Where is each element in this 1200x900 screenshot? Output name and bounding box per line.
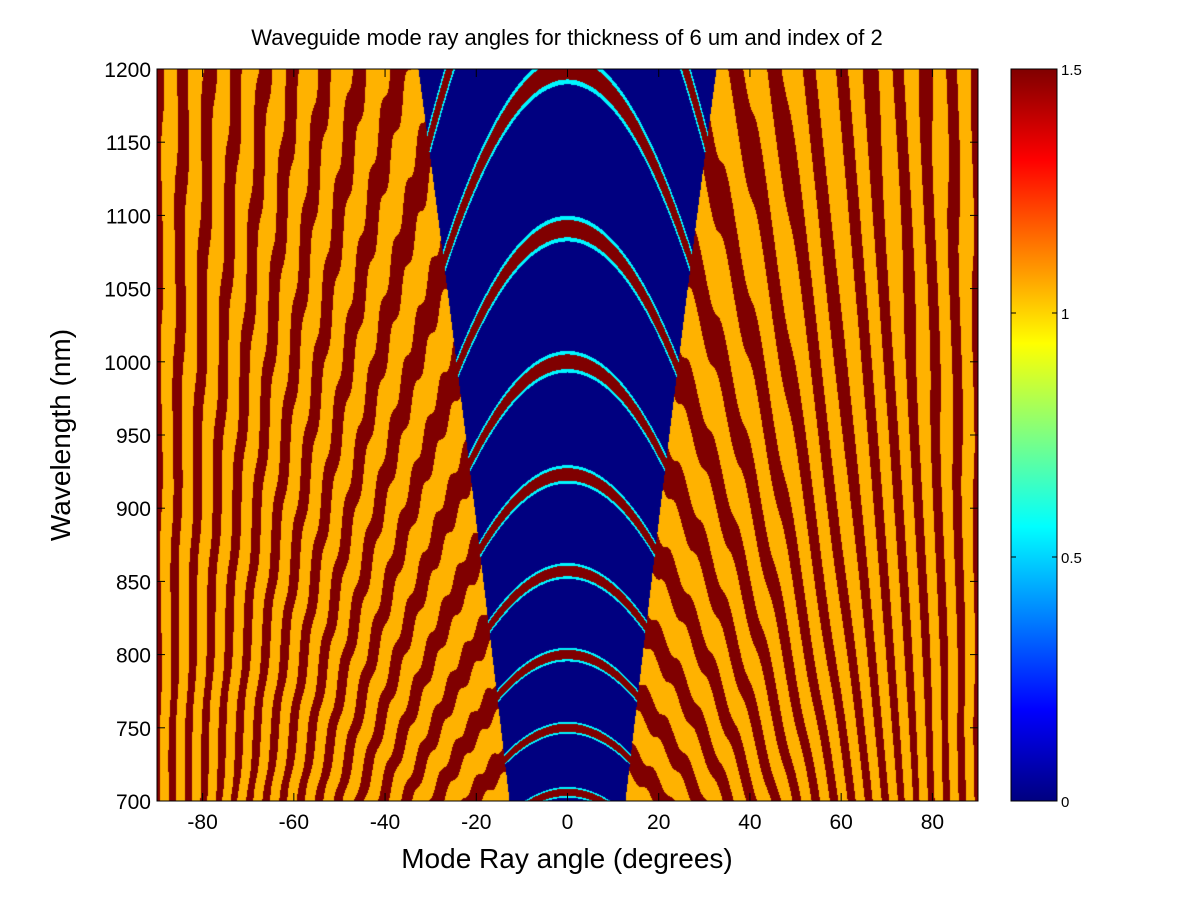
y-tick-label: 1100	[106, 205, 151, 228]
x-tick-label: -60	[279, 811, 309, 834]
y-tick-label: 1000	[104, 352, 151, 375]
colorbar-frame	[1010, 68, 1058, 802]
x-tick-label: 40	[738, 811, 761, 834]
x-tick-label: -80	[187, 811, 217, 834]
y-axis: 700 750 800 850 900 950 1000 1050 1100 1150 1200	[104, 59, 978, 814]
colorbar-tick-label: 1	[1061, 306, 1069, 323]
x-tick-label: 80	[921, 811, 944, 834]
x-tick-label: 60	[829, 811, 852, 834]
y-axis-label: Wavelength (nm)	[45, 329, 76, 541]
heatmap-image	[157, 69, 978, 801]
y-tick-label: 700	[116, 791, 151, 814]
chart-title: Waveguide mode ray angles for thickness …	[251, 25, 882, 50]
colorbar-ticks: 0 0.5 1 1.5	[1011, 62, 1082, 811]
colorbar-tick-label: 1.5	[1061, 62, 1082, 79]
plot-area	[156, 68, 979, 802]
x-tick-label: -40	[370, 811, 400, 834]
y-tick-label: 1050	[104, 279, 151, 302]
colorbar: 0 0.5 1 1.5	[1010, 62, 1082, 811]
y-tick-label: 1200	[104, 59, 151, 82]
y-tick-label: 800	[116, 645, 151, 668]
colorbar-gradient	[1011, 69, 1057, 801]
y-tick-label: 950	[116, 425, 151, 448]
colorbar-tick-label: 0.5	[1061, 550, 1082, 567]
y-tick-label: 850	[116, 571, 151, 594]
x-tick-label: 0	[562, 811, 574, 834]
colorbar-tick-label: 0	[1061, 794, 1069, 811]
x-axis: -80 -60 -40 -20 0 20 40 60 80	[187, 69, 944, 834]
y-tick-label: 750	[116, 718, 151, 741]
x-tick-label: -20	[461, 811, 491, 834]
y-tick-label: 900	[116, 498, 151, 521]
x-tick-label: 20	[647, 811, 670, 834]
x-axis-label: Mode Ray angle (degrees)	[401, 843, 733, 874]
y-tick-label: 1150	[106, 132, 151, 155]
